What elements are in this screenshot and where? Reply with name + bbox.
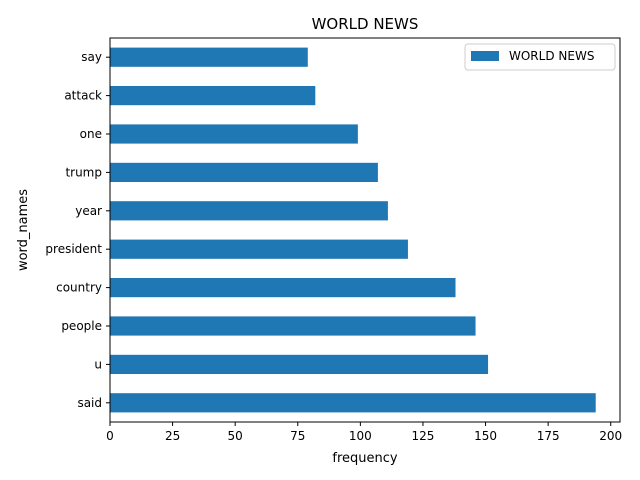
x-ticks: 0 25 50 75 100 125 150 175 200 — [106, 422, 622, 443]
x-tick-label-50: 50 — [228, 429, 243, 443]
bar-people — [110, 316, 476, 336]
chart-title: WORLD NEWS — [312, 15, 419, 33]
plot-frame — [109, 37, 621, 423]
bar-say — [110, 47, 308, 67]
x-tick-label-175: 175 — [537, 429, 560, 443]
y-tick-label-u: u — [94, 357, 102, 371]
bar-president — [110, 239, 408, 259]
bar-year — [110, 201, 388, 221]
bar-one — [110, 124, 358, 144]
x-tick-label-200: 200 — [599, 429, 622, 443]
y-tick-label-attack: attack — [64, 89, 102, 103]
bar-attack — [110, 86, 316, 106]
x-axis-label: frequency — [332, 451, 398, 466]
x-tick-label-125: 125 — [412, 429, 435, 443]
x-tick-label-150: 150 — [474, 429, 497, 443]
y-axis-label: word_names — [16, 189, 31, 271]
legend-label: WORLD NEWS — [509, 49, 594, 63]
y-tick-label-say: say — [81, 50, 102, 64]
y-tick-label-country: country — [56, 281, 102, 295]
y-tick-label-said: said — [77, 396, 102, 410]
x-tick-label-25: 25 — [165, 429, 180, 443]
bar-trump — [110, 162, 378, 182]
bar-said — [110, 393, 596, 413]
bar-u — [110, 354, 489, 374]
y-ticks: said u people country president year trump one a… — [45, 50, 110, 410]
y-tick-label-one: one — [80, 127, 102, 141]
y-tick-label-year: year — [75, 204, 102, 218]
x-tick-label-100: 100 — [349, 429, 372, 443]
y-tick-label-president: president — [45, 242, 102, 256]
x-tick-label-0: 0 — [106, 429, 114, 443]
legend-swatch — [471, 51, 499, 61]
x-tick-label-75: 75 — [290, 429, 305, 443]
bar-country — [110, 278, 456, 298]
y-tick-label-trump: trump — [65, 165, 102, 179]
y-tick-label-people: people — [61, 319, 102, 333]
legend-box — [464, 43, 616, 71]
legend: WORLD NEWS — [464, 43, 616, 71]
bars-group — [110, 47, 596, 413]
